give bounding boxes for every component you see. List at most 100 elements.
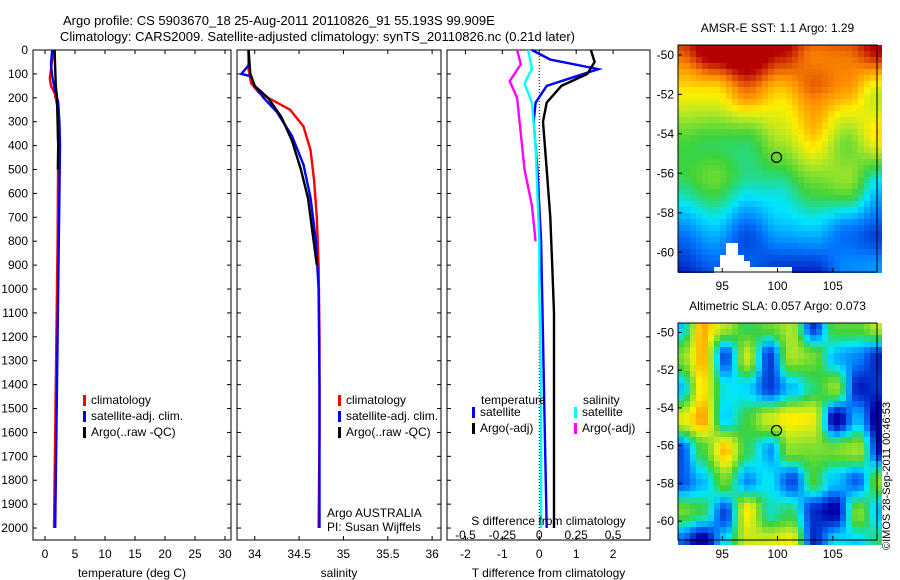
sst_map-cell [804,195,810,201]
sla_map-cell [816,539,822,545]
sst_map-cell [786,255,792,261]
sst_map-cell [870,93,876,99]
sla_map-cell [822,455,828,461]
sst_map-cell [732,147,738,153]
sst_map-cell [834,105,840,111]
sst_map-cell [774,81,780,87]
sst_map-cell [822,159,828,165]
sla_map-cell [834,383,840,389]
sla_map-cell [774,383,780,389]
sla_map-cell [822,491,828,497]
sla_map-cell [780,467,786,473]
sst_map-cell [810,57,816,63]
sst_map-cell [828,237,834,243]
sla_map-cell [774,503,780,509]
sst_map-cell [840,171,846,177]
sla_map-cell [714,473,720,479]
sst_map-cell [768,81,774,87]
sla_map-cell [696,383,702,389]
sst_map-cell [876,255,882,261]
sst_map-cell [774,147,780,153]
sla_map-cell [858,365,864,371]
sla_map-cell [786,533,792,539]
sla_map-cell [858,341,864,347]
sla_map-cell [738,491,744,497]
sla_map-cell [708,533,714,539]
sst_map-cell [708,75,714,81]
sla_map-cell [732,509,738,515]
sla_map-cell [714,389,720,395]
sst_map-cell [702,201,708,207]
sla_map-cell [810,521,816,527]
sla_map-cell [750,527,756,533]
sst_map-cell [726,117,732,123]
sst_map-cell [858,249,864,255]
sst_map-cell [804,93,810,99]
sst_map-cell [804,189,810,195]
temperature-ytick-label: 1000 [1,282,28,296]
sla_map-cell [840,389,846,395]
sla_map-cell [852,347,858,353]
sst_map-cell [870,177,876,183]
sst_map-cell [828,153,834,159]
sst_map-cell [834,261,840,267]
sst_map-cell [810,225,816,231]
sst_map-cell [798,99,804,105]
sst_map-cell [726,189,732,195]
sst_map-cell [738,213,744,219]
sst_map-cell [762,225,768,231]
sla_map-cell [858,479,864,485]
sla_map-cell [792,527,798,533]
sla_map-cell [852,341,858,347]
sst_map-cell [738,93,744,99]
sla_map-cell [864,533,870,539]
sst_map-cell [696,117,702,123]
sst_map-cell [798,171,804,177]
sst_map-cell [858,99,864,105]
sla_map-cell [864,353,870,359]
sla_map-cell [750,473,756,479]
sla_map-cell [750,359,756,365]
sla_map-cell [720,509,726,515]
sla_map-cell [744,443,750,449]
sla_map-cell [756,395,762,401]
sla_map-cell [828,341,834,347]
sst_map-cell [750,105,756,111]
sla_map-cell [732,359,738,365]
sst_map-cell [852,153,858,159]
sla_map-cell [804,527,810,533]
sla_map-cell [834,347,840,353]
sla_map-cell [750,455,756,461]
sst_map-cell [780,261,786,267]
sla_map-cell [690,389,696,395]
sla_map-cell [768,335,774,341]
sla_map-cell [678,467,684,473]
sst_map-cell [702,63,708,69]
sla_map-cell [846,467,852,473]
sla_map-cell [798,413,804,419]
sla_map-cell [852,539,858,545]
temperature-ytick-label: 1100 [2,306,28,320]
sla_map-cell [798,467,804,473]
sst_map-cell [810,237,816,243]
sst_map-cell [864,105,870,111]
sst_map-cell [786,135,792,141]
sla_map-cell [702,365,708,371]
sst_map-cell [876,93,882,99]
sla_map-cell [780,449,786,455]
sla_map-cell [876,443,882,449]
sla_map-cell [768,341,774,347]
sla_map-cell [858,371,864,377]
sla_map-cell [828,323,834,329]
sla_map-cell [684,359,690,365]
sst_map-cell [792,105,798,111]
sla_map-cell [768,413,774,419]
sst_map-cell [738,123,744,129]
sla_map-cell [690,353,696,359]
difference-axes-frame [446,49,651,541]
sla_map-cell [780,413,786,419]
sst_map-cell [876,135,882,141]
sst_map-cell [858,255,864,261]
sla_map-cell [726,353,732,359]
sst_map-cell [774,117,780,123]
